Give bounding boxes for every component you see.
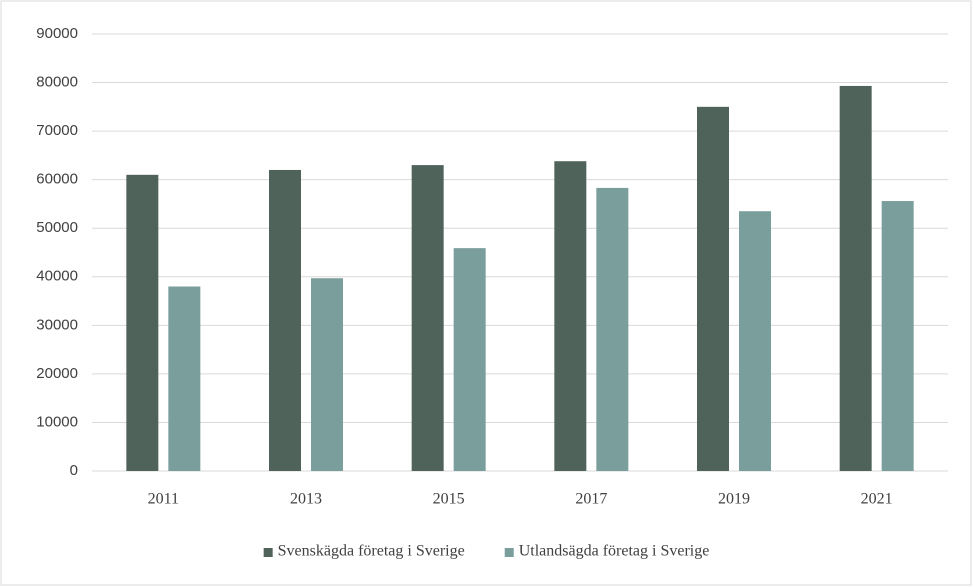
x-tick-label: 2013: [290, 491, 322, 508]
y-tick-label: 40000: [36, 268, 78, 285]
y-tick-label: 70000: [36, 122, 78, 139]
bar: [839, 85, 872, 472]
x-tick-label: 2015: [433, 491, 465, 508]
legend-swatch: [263, 548, 273, 557]
bar: [126, 174, 159, 472]
bar: [739, 211, 771, 471]
legend-label: Utlandsägda företag i Sverige: [519, 543, 710, 560]
x-tick-label: 2021: [861, 491, 893, 508]
bar: [881, 201, 914, 471]
bar: [269, 169, 301, 471]
y-tick-label: 20000: [36, 365, 78, 382]
x-tick-label: 2011: [148, 491, 179, 508]
x-tick-label: 2017: [575, 491, 607, 508]
y-tick-label: 30000: [36, 316, 78, 333]
y-tick-label: 50000: [36, 219, 78, 236]
bar: [311, 278, 343, 471]
bar: [596, 187, 629, 471]
y-tick-label: 0: [70, 462, 78, 479]
y-tick-label: 10000: [36, 413, 78, 430]
y-tick-label: 60000: [36, 171, 78, 188]
bar: [411, 165, 444, 471]
legend-swatch: [504, 548, 514, 557]
bar: [168, 286, 201, 471]
bar: [554, 161, 587, 471]
y-tick-label: 90000: [36, 25, 78, 42]
bar: [453, 248, 486, 471]
x-tick-label: 2019: [718, 491, 750, 508]
y-tick-label: 80000: [36, 74, 78, 91]
bar: [697, 106, 729, 471]
legend-label: Svenskägda företag i Sverige: [278, 543, 465, 560]
